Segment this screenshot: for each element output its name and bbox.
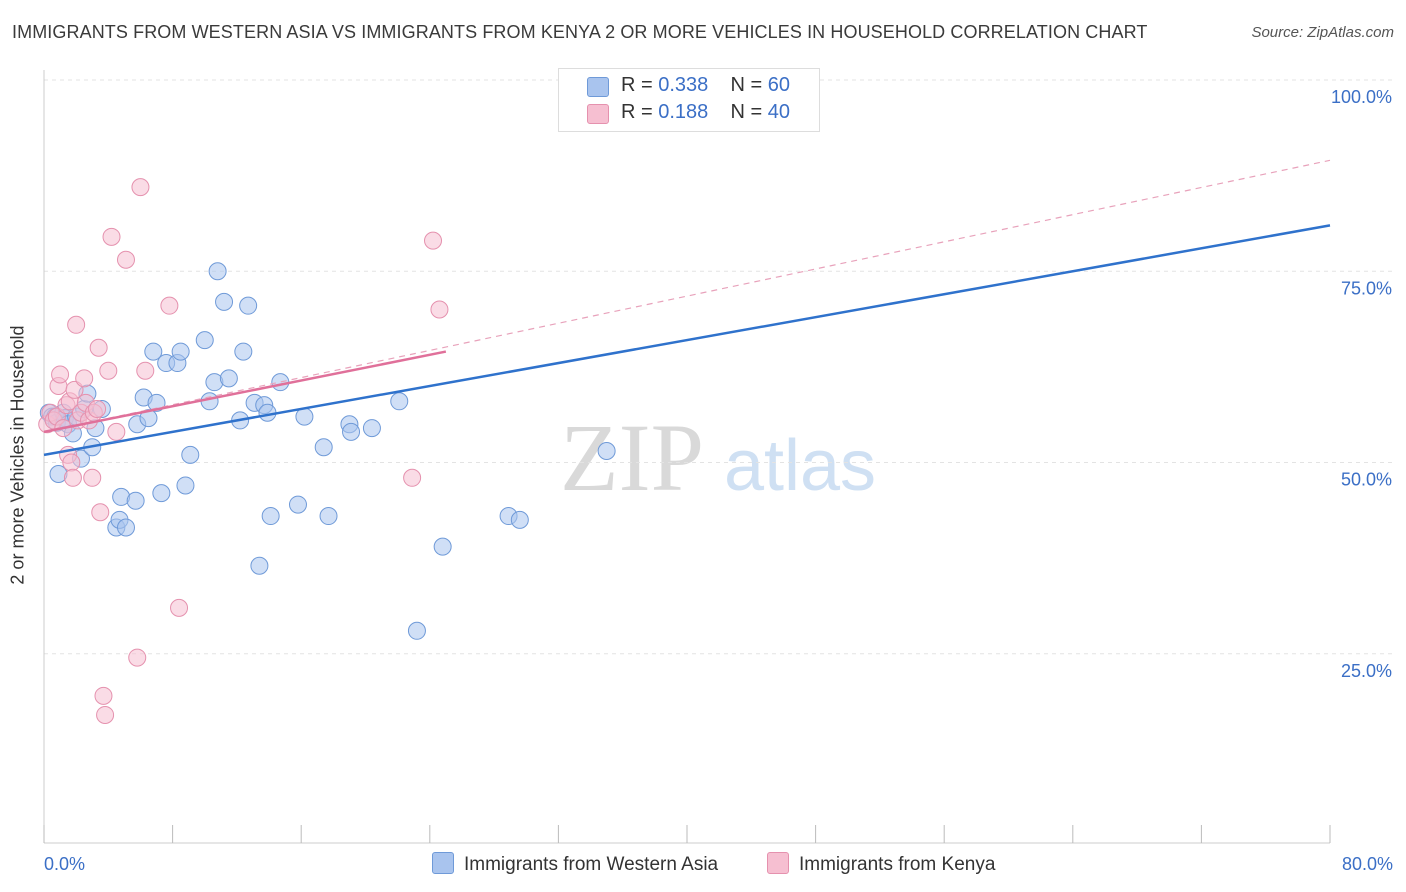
point-western-asia <box>390 392 409 411</box>
point-western-asia <box>433 537 452 556</box>
point-western-asia <box>126 491 145 510</box>
point-western-asia <box>144 342 163 361</box>
y-tick-label: 100.0% <box>1331 87 1392 107</box>
point-western-asia <box>181 445 200 464</box>
source-credit: Source: ZipAtlas.com <box>1251 24 1394 41</box>
point-kenya <box>94 686 113 705</box>
point-western-asia <box>139 409 158 428</box>
legend-n-value-kenya: 40 <box>767 101 791 123</box>
point-western-asia <box>407 621 426 640</box>
bottom-legend-swatch-kenya <box>767 852 789 874</box>
point-kenya <box>430 300 449 319</box>
legend-n-label: N = <box>730 74 763 96</box>
point-kenya <box>91 503 110 522</box>
point-western-asia <box>147 393 166 412</box>
point-western-asia <box>314 438 333 457</box>
point-western-asia <box>250 556 269 575</box>
legend-swatch-kenya <box>587 104 609 124</box>
y-tick-label: 25.0% <box>1341 661 1392 681</box>
point-kenya <box>136 361 155 380</box>
point-western-asia <box>510 510 529 529</box>
watermark-zip: ZIP <box>560 404 704 511</box>
legend-swatch-western-asia <box>587 77 609 97</box>
point-kenya <box>102 227 121 246</box>
x-tick-label: 0.0% <box>44 854 85 874</box>
point-kenya <box>88 399 107 418</box>
trendline-kenya <box>43 350 447 434</box>
legend-r-label: R = <box>621 74 653 96</box>
point-western-asia <box>116 518 135 537</box>
legend-r-value-western-asia: 0.338 <box>658 74 709 96</box>
point-kenya <box>424 231 443 250</box>
point-kenya <box>107 422 126 441</box>
x-tick-label: 80.0% <box>1342 854 1393 874</box>
legend-n-value-western-asia: 60 <box>767 74 791 96</box>
y-axis-label: 2 or more Vehicles in Household <box>7 325 28 585</box>
trendline-western-asia <box>43 224 1331 457</box>
y-tick-label: 50.0% <box>1341 470 1392 490</box>
point-western-asia <box>288 495 307 514</box>
point-kenya <box>51 365 70 384</box>
point-western-asia <box>176 476 195 495</box>
chart-title: IMMIGRANTS FROM WESTERN ASIA VS IMMIGRAN… <box>12 22 1148 42</box>
point-western-asia <box>200 392 219 411</box>
bottom-legend-swatch-western-asia <box>432 852 454 874</box>
point-kenya <box>75 369 94 388</box>
legend-r-value-kenya: 0.188 <box>658 101 709 123</box>
point-kenya <box>128 648 147 667</box>
point-kenya <box>63 468 82 487</box>
point-western-asia <box>152 484 171 503</box>
bottom-legend-label-western-asia: Immigrants from Western Asia <box>464 854 719 875</box>
point-western-asia <box>597 442 616 461</box>
point-kenya <box>131 178 150 197</box>
point-western-asia <box>234 342 253 361</box>
point-western-asia <box>271 373 290 392</box>
bottom-legend-kenya: Immigrants from Kenya <box>767 852 995 876</box>
watermark-atlas: atlas <box>724 426 876 506</box>
y-tick-label: 75.0% <box>1341 278 1392 298</box>
point-western-asia <box>219 369 238 388</box>
legend-r-label: R = <box>621 101 653 123</box>
point-kenya <box>65 380 84 399</box>
point-kenya <box>99 361 118 380</box>
point-western-asia <box>362 419 381 438</box>
point-kenya <box>62 453 81 472</box>
point-kenya <box>170 598 189 617</box>
point-western-asia <box>215 292 234 311</box>
point-western-asia <box>319 507 338 526</box>
point-kenya <box>96 705 115 724</box>
point-kenya <box>83 468 102 487</box>
bottom-legend-western-asia: Immigrants from Western Asia <box>432 852 718 876</box>
point-western-asia <box>195 331 214 350</box>
point-kenya <box>89 338 108 357</box>
point-western-asia <box>171 342 190 361</box>
point-western-asia <box>342 422 361 441</box>
bottom-legend-label-kenya: Immigrants from Kenya <box>799 854 996 875</box>
legend-n-label: N = <box>730 101 763 123</box>
point-kenya <box>160 296 179 315</box>
point-kenya <box>67 315 86 334</box>
trendline-kenya-extended <box>43 159 1331 433</box>
point-western-asia <box>239 296 258 315</box>
point-western-asia <box>261 507 280 526</box>
point-kenya <box>116 250 135 269</box>
point-western-asia <box>208 262 227 281</box>
point-kenya <box>403 468 422 487</box>
correlation-legend: R = 0.338 N = 60 R = 0.188 N = 40 <box>558 68 820 132</box>
